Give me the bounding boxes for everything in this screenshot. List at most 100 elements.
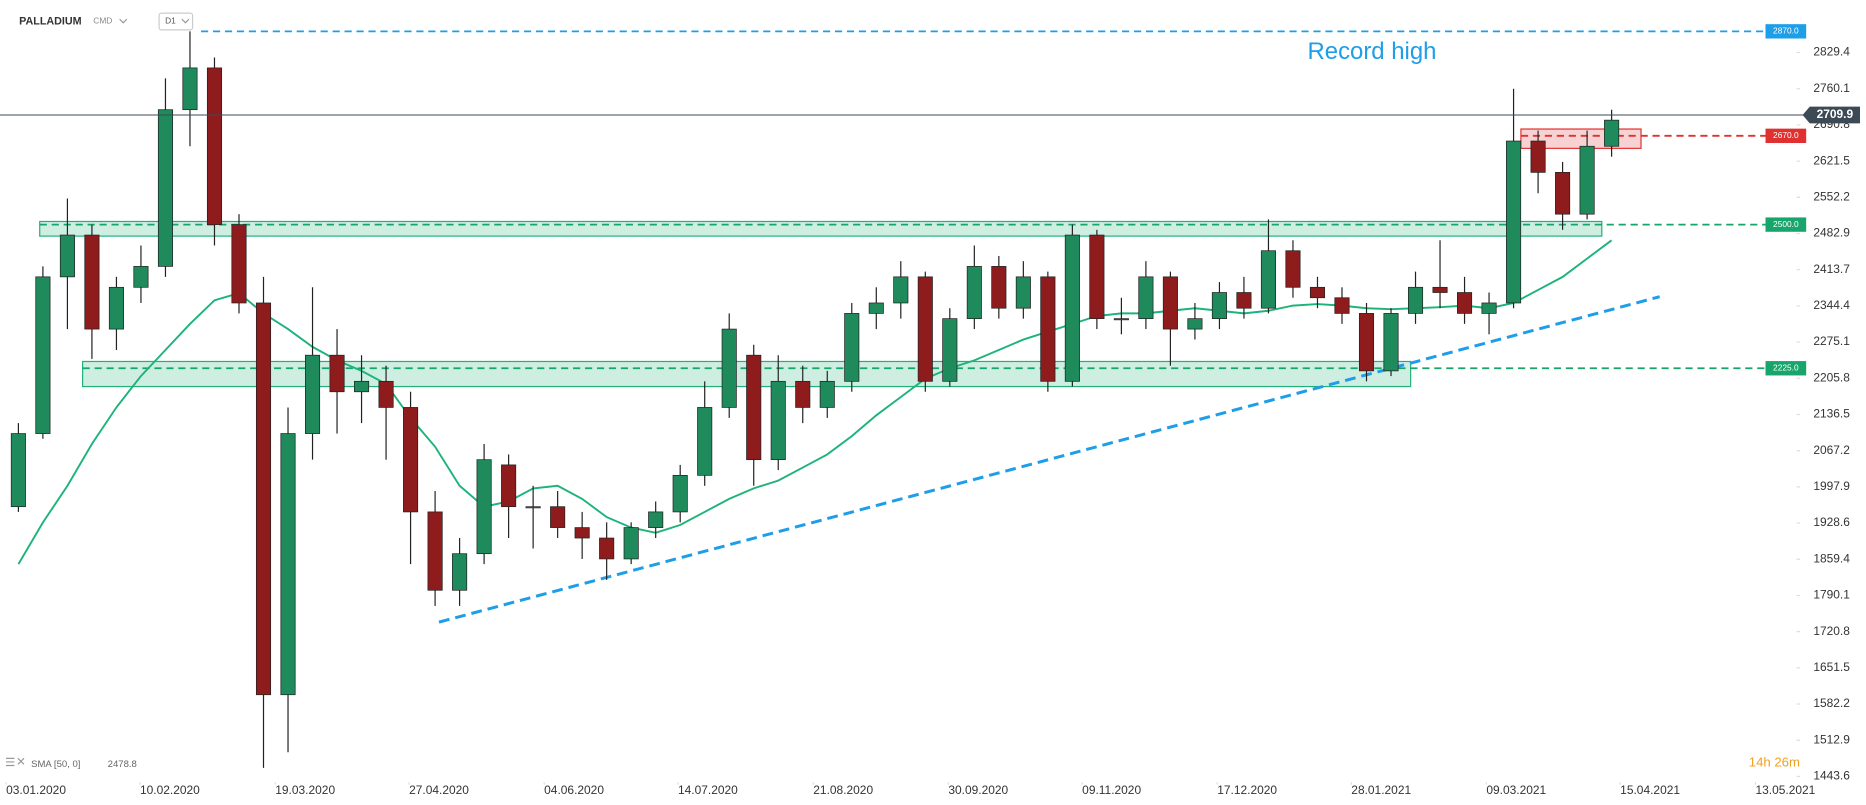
y-tick-label: 2552.2 bbox=[1813, 190, 1850, 204]
candle-body bbox=[1089, 234, 1105, 319]
symbol: PALLADIUM bbox=[19, 15, 82, 27]
candle-body bbox=[329, 354, 345, 393]
x-tick-label: 27.04.2020 bbox=[409, 783, 469, 797]
candle-body bbox=[427, 511, 443, 591]
candle-body bbox=[648, 511, 664, 528]
candle-body bbox=[942, 318, 958, 382]
x-tick-label: 04.06.2020 bbox=[544, 783, 604, 797]
market[interactable]: CMD bbox=[93, 16, 112, 26]
indicator-name: SMA [50, 0] bbox=[31, 759, 80, 770]
candle-body bbox=[378, 380, 394, 408]
y-tick-label: 1859.4 bbox=[1813, 551, 1850, 565]
candle-body bbox=[721, 328, 737, 408]
candle-body bbox=[1604, 119, 1620, 147]
candle-body bbox=[304, 354, 321, 434]
y-tick-label: 2344.4 bbox=[1813, 298, 1850, 312]
x-tick-label: 09.11.2020 bbox=[1082, 783, 1141, 797]
y-tick-label: 2482.9 bbox=[1813, 226, 1850, 240]
candle-body bbox=[1040, 276, 1056, 382]
y-tick-label: 1928.6 bbox=[1813, 515, 1850, 529]
candle-body bbox=[157, 109, 173, 267]
candle-body bbox=[550, 506, 566, 528]
candle-body bbox=[1555, 172, 1571, 215]
candle-body bbox=[623, 527, 639, 560]
candle-body bbox=[917, 276, 933, 382]
y-tick-label: 1720.8 bbox=[1813, 624, 1850, 638]
candle-body bbox=[844, 313, 860, 382]
level-label: 2225.0 bbox=[1773, 362, 1799, 372]
interval-box[interactable] bbox=[158, 12, 194, 31]
candle-body bbox=[672, 474, 688, 513]
candle-body bbox=[452, 553, 468, 591]
candle-body bbox=[1236, 292, 1252, 309]
candle-body bbox=[966, 266, 982, 319]
y-tick-label: 1790.1 bbox=[1813, 588, 1850, 602]
candle-body bbox=[1506, 140, 1522, 304]
y-tick-label: 1582.2 bbox=[1813, 696, 1850, 710]
candle-body bbox=[403, 407, 419, 513]
y-tick-label: 2205.8 bbox=[1813, 370, 1850, 384]
interval-chevron bbox=[181, 18, 190, 24]
candle-body bbox=[354, 380, 370, 393]
candle-body bbox=[280, 433, 296, 696]
candle-body bbox=[1530, 140, 1546, 173]
level-label-box bbox=[1765, 24, 1807, 39]
candle-body bbox=[476, 459, 492, 555]
candle-body bbox=[893, 276, 909, 304]
candle-body bbox=[231, 224, 247, 304]
candle-body bbox=[182, 67, 198, 111]
candle-body bbox=[1309, 286, 1326, 299]
candle-body bbox=[1334, 297, 1350, 314]
x-tick-label: 21.08.2020 bbox=[813, 783, 873, 797]
candle-body bbox=[501, 464, 517, 508]
candle-body bbox=[795, 380, 811, 408]
indicator-value: 2478.8 bbox=[108, 759, 137, 770]
candle-body bbox=[1285, 250, 1301, 288]
interval: D1 bbox=[165, 16, 176, 26]
y-tick-label: 2413.7 bbox=[1813, 262, 1850, 276]
candle-body bbox=[1383, 313, 1399, 372]
candle-body bbox=[1358, 313, 1375, 372]
candle-body bbox=[574, 527, 590, 539]
x-tick-label: 14.07.2020 bbox=[678, 783, 738, 797]
candle-body bbox=[1260, 250, 1276, 309]
market-chevron bbox=[119, 18, 128, 24]
candle-body bbox=[819, 380, 835, 408]
indicator-remove[interactable] bbox=[17, 757, 25, 765]
candle-body bbox=[1432, 286, 1448, 293]
y-tick-label: 1997.9 bbox=[1813, 479, 1850, 493]
last-price-label: 2709.9 bbox=[1817, 107, 1854, 121]
candle-body bbox=[1457, 292, 1473, 314]
x-tick-label: 13.05.2021 bbox=[1755, 783, 1815, 797]
x-tick-label: 03.01.2020 bbox=[6, 783, 66, 797]
x-tick-label: 30.09.2020 bbox=[948, 783, 1008, 797]
y-tick-label: 1651.5 bbox=[1813, 660, 1850, 674]
candle-body bbox=[697, 407, 713, 476]
y-tick-label: 2829.4 bbox=[1813, 45, 1850, 59]
candle-body bbox=[206, 67, 223, 225]
x-tick-label: 15.04.2021 bbox=[1620, 783, 1680, 797]
last-price-box bbox=[1802, 106, 1861, 124]
candle-body bbox=[84, 234, 100, 330]
candle-body bbox=[35, 276, 51, 434]
level-label: 2500.0 bbox=[1773, 219, 1799, 229]
y-tick-label: 2136.5 bbox=[1813, 407, 1850, 421]
candle-body bbox=[255, 302, 272, 696]
y-tick-label: 1443.6 bbox=[1813, 769, 1850, 783]
candle-body bbox=[1113, 318, 1129, 321]
y-tick-label: 2275.1 bbox=[1813, 334, 1850, 348]
indicator-icon[interactable] bbox=[5, 757, 15, 767]
candle-body bbox=[525, 506, 541, 509]
candle-body bbox=[1064, 234, 1080, 382]
y-tick-label: 2621.5 bbox=[1813, 153, 1850, 167]
candle-body bbox=[599, 537, 615, 560]
plot-area: 2829.42760.12690.82621.52552.22482.92413… bbox=[0, 24, 1861, 797]
level-label: 2670.0 bbox=[1773, 130, 1799, 140]
y-tick-label: 1512.9 bbox=[1813, 732, 1850, 746]
level-label-box bbox=[1765, 217, 1807, 232]
candle-body bbox=[1015, 276, 1031, 309]
x-tick-label: 19.03.2020 bbox=[275, 783, 335, 797]
candle-body bbox=[1407, 286, 1424, 314]
